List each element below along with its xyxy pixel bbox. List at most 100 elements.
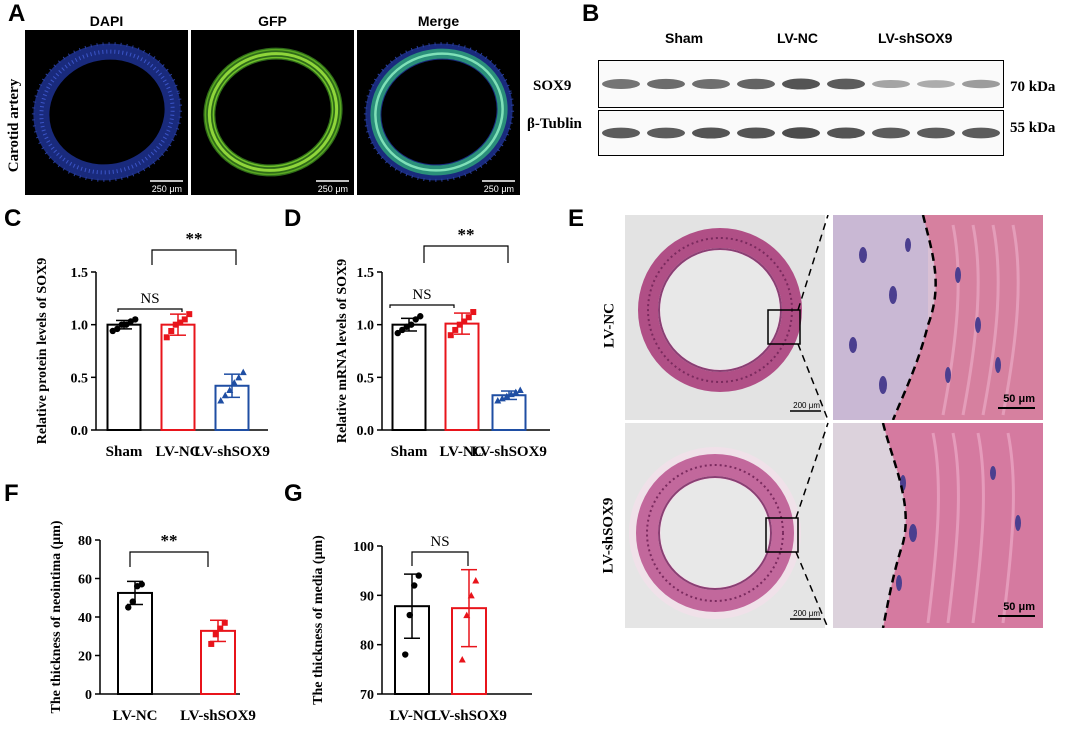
x-tick-label: LV-shSOX9 xyxy=(431,708,507,724)
data-point xyxy=(408,321,415,328)
blot-group-shsox9: LV-shSOX9 xyxy=(878,30,953,46)
y-axis-title: The thickness of neointima (μm) xyxy=(49,520,64,713)
data-point xyxy=(415,572,422,579)
y-tick-label: 70 xyxy=(360,688,374,703)
data-point xyxy=(186,311,193,318)
tubulin-band xyxy=(692,127,730,139)
significance-label: NS xyxy=(140,291,159,307)
y-axis-title: Relative mRNA levels of SOX9 xyxy=(335,259,350,443)
tubulin-band xyxy=(827,127,865,139)
sox9-blot xyxy=(598,60,1004,108)
data-point xyxy=(168,327,175,334)
data-point xyxy=(417,313,424,320)
y-tick-label: 1.5 xyxy=(357,266,375,281)
bar-sham xyxy=(391,323,427,431)
bar-lv-nc xyxy=(117,591,153,695)
data-point xyxy=(129,598,136,605)
data-point xyxy=(412,316,419,323)
y-tick-label: 20 xyxy=(78,650,92,665)
y-tick-label: 0.0 xyxy=(71,424,89,439)
significance-label: NS xyxy=(412,287,431,303)
y-tick-label: 0 xyxy=(85,688,92,703)
sox9-band xyxy=(692,78,730,90)
tubulin-band xyxy=(647,127,685,139)
data-point xyxy=(226,386,234,393)
scale-label-merge: 250 μm xyxy=(483,184,514,194)
data-point xyxy=(498,394,506,402)
significance-bracket xyxy=(423,245,509,263)
chart-f: 0 20 40 60 80 The thickness of neointima (μm)… xyxy=(49,520,256,724)
significance-bracket xyxy=(411,551,469,566)
data-point xyxy=(118,321,125,328)
gfp-image: 250 μm xyxy=(191,30,354,195)
x-tick-label: LV-NC xyxy=(389,708,434,724)
data-point xyxy=(399,326,406,334)
data-point xyxy=(456,321,463,328)
scale-he-shsox9-low: 200 μm xyxy=(793,609,820,618)
y-axis-title: Relative protein levels of SOX9 xyxy=(35,258,50,444)
sox9-band xyxy=(872,79,910,89)
significance-bracket xyxy=(117,308,183,312)
tubulin-blot xyxy=(598,110,1004,156)
x-tick-label: LV-NC xyxy=(439,444,484,460)
y-tick-label: 90 xyxy=(360,589,374,604)
panel-letter-e: E xyxy=(568,205,585,232)
data-point xyxy=(465,314,472,321)
row-label-carotid: Carotid artery xyxy=(6,78,22,173)
significance-label: ** xyxy=(458,225,475,244)
panel-letter-b: B xyxy=(582,0,600,27)
data-point xyxy=(516,386,524,393)
data-point xyxy=(461,318,468,325)
data-point xyxy=(512,388,520,396)
band-label-sox9: SOX9 xyxy=(533,78,572,94)
data-point xyxy=(447,332,454,339)
scale-label-gfp: 250 μm xyxy=(317,184,348,194)
data-point xyxy=(221,619,228,626)
channel-label-gfp: GFP xyxy=(258,13,287,29)
y-tick-label: 1.5 xyxy=(71,266,89,281)
x-tick-label: LV-shSOX9 xyxy=(194,444,270,460)
sox9-band xyxy=(737,78,775,90)
data-point xyxy=(411,582,418,589)
chart-c: 0.0 0.5 1.0 1.5 Relative protein levels of S… xyxy=(35,229,270,460)
significance-bracket xyxy=(151,249,237,265)
data-point xyxy=(507,390,515,398)
scale-he-lvnc-high: 50 μm xyxy=(1003,393,1035,405)
significance-bracket xyxy=(389,304,455,308)
significance-label: NS xyxy=(430,534,449,550)
data-point xyxy=(452,326,459,333)
panel-letter-g: G xyxy=(284,480,303,507)
x-tick-label: LV-shSOX9 xyxy=(180,708,256,724)
data-point xyxy=(123,321,130,328)
data-point xyxy=(138,581,145,588)
chart-g: 70 80 90 100 The thickness of media (μm) LV-N… xyxy=(311,534,532,724)
data-point xyxy=(212,631,219,638)
data-point xyxy=(470,309,477,316)
y-tick-label: 0.5 xyxy=(357,371,375,386)
he-lvnc-low: 200 μm xyxy=(625,215,825,420)
he-shsox9-low: 200 μm xyxy=(625,423,825,628)
data-point xyxy=(503,392,511,400)
row-label-shsox9: LV-shSOX9 xyxy=(600,497,617,574)
x-tick-label: LV-NC xyxy=(155,444,200,460)
data-point xyxy=(463,611,471,619)
data-point xyxy=(163,334,170,341)
x-tick-label: LV-shSOX9 xyxy=(471,444,547,460)
y-tick-label: 0.5 xyxy=(71,371,89,386)
data-point xyxy=(230,379,238,386)
sox9-band xyxy=(962,79,1000,89)
data-point xyxy=(221,391,229,399)
data-point xyxy=(132,316,139,323)
data-point xyxy=(239,368,247,376)
bar-lv-nc xyxy=(160,323,196,431)
band-label-tubulin: β-Tublin xyxy=(527,116,582,132)
dapi-image: 250 μm xyxy=(25,30,188,195)
sox9-band xyxy=(917,80,955,88)
data-point xyxy=(217,625,224,632)
data-point xyxy=(217,397,225,404)
row-label-lvnc: LV-NC xyxy=(601,303,618,349)
tubulin-band xyxy=(602,127,640,139)
data-point xyxy=(394,329,401,337)
x-tick-label: Sham xyxy=(106,444,143,460)
data-point xyxy=(458,655,466,663)
